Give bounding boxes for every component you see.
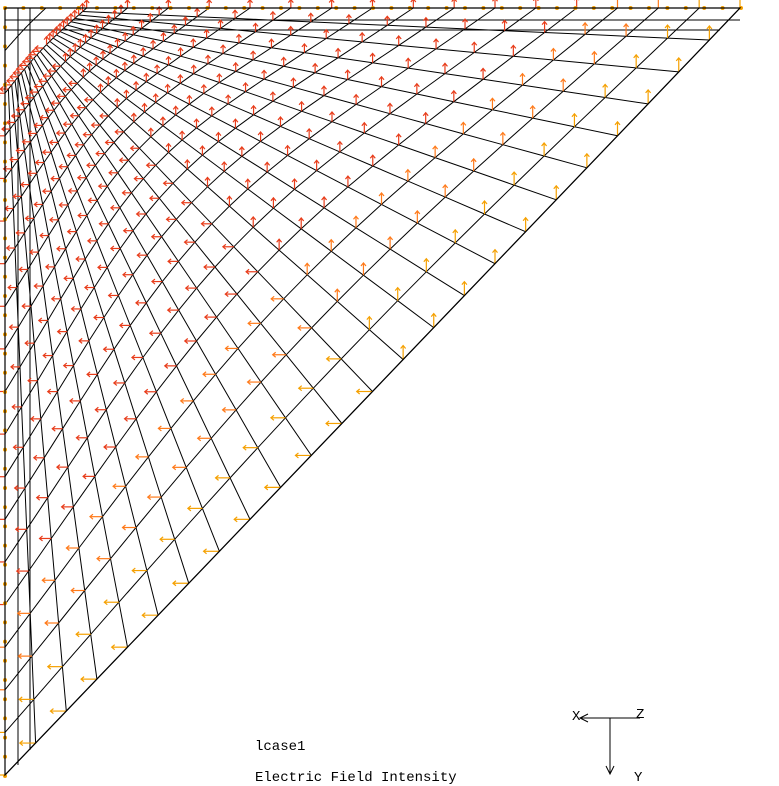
field-arrow xyxy=(411,0,416,8)
mesh-line xyxy=(50,41,434,327)
axis-triad: X Z Y xyxy=(572,707,644,786)
mesh-line xyxy=(25,69,189,583)
field-arrow xyxy=(0,133,5,138)
mesh-line xyxy=(31,62,250,520)
field-arrow xyxy=(0,304,5,309)
field-arrow xyxy=(697,0,702,8)
field-arrow xyxy=(656,0,661,8)
result-label: Electric Field Intensity xyxy=(255,770,457,786)
mesh-line xyxy=(83,12,710,41)
field-arrow xyxy=(0,346,5,351)
field-arrow xyxy=(0,261,5,266)
field-arrow xyxy=(493,0,498,8)
field-arrow xyxy=(452,0,457,8)
field-arrow xyxy=(288,0,293,8)
field-arrow xyxy=(615,0,620,8)
field-arrow xyxy=(84,0,89,8)
field-arrow xyxy=(0,517,5,522)
load-case-label: lcase1 xyxy=(255,739,305,755)
field-arrow xyxy=(132,568,147,573)
field-arrow xyxy=(329,0,334,8)
mesh-line xyxy=(64,28,557,199)
field-arrow xyxy=(125,0,130,8)
field-arrow xyxy=(0,645,5,650)
field-arrow xyxy=(0,432,5,437)
field-arrow xyxy=(0,474,5,479)
field-arrow xyxy=(42,578,55,583)
field-arrows xyxy=(0,0,743,778)
mesh-line xyxy=(5,8,46,51)
field-arrow xyxy=(0,730,5,735)
field-arrow xyxy=(0,687,5,692)
mesh-line xyxy=(57,35,496,264)
field-arrow xyxy=(19,697,34,702)
triad-z-label: Z xyxy=(636,707,644,723)
mesh-line xyxy=(8,89,35,743)
mesh-line xyxy=(37,55,311,456)
triad-y-label: Y xyxy=(634,770,643,786)
triad-x-label: X xyxy=(572,709,581,725)
field-arrow xyxy=(248,0,253,8)
field-arrow xyxy=(48,664,63,669)
fea-view: lcase1 Electric Field Intensity X Z Y xyxy=(0,0,779,786)
